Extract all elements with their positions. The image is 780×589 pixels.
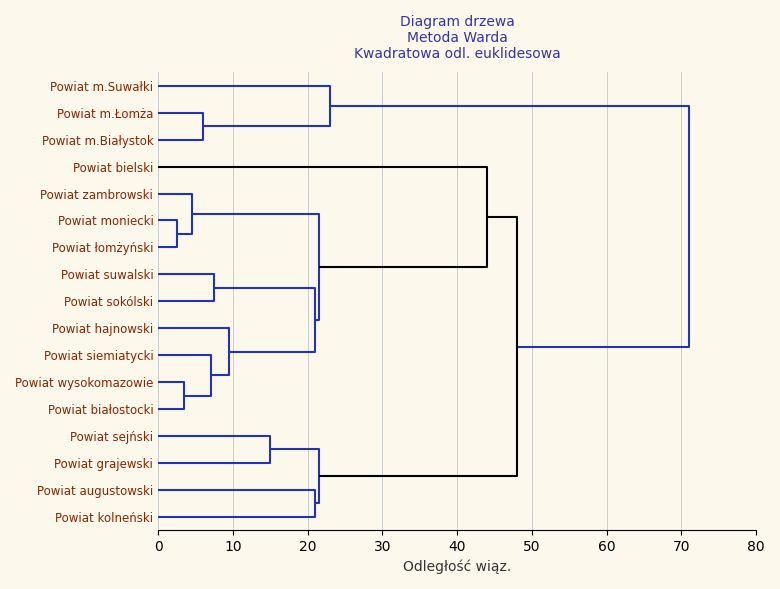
X-axis label: Odległość wiąz.: Odległość wiąz.	[403, 560, 512, 574]
Title: Diagram drzewa
Metoda Warda
Kwadratowa odl. euklidesowa: Diagram drzewa Metoda Warda Kwadratowa o…	[354, 15, 561, 61]
